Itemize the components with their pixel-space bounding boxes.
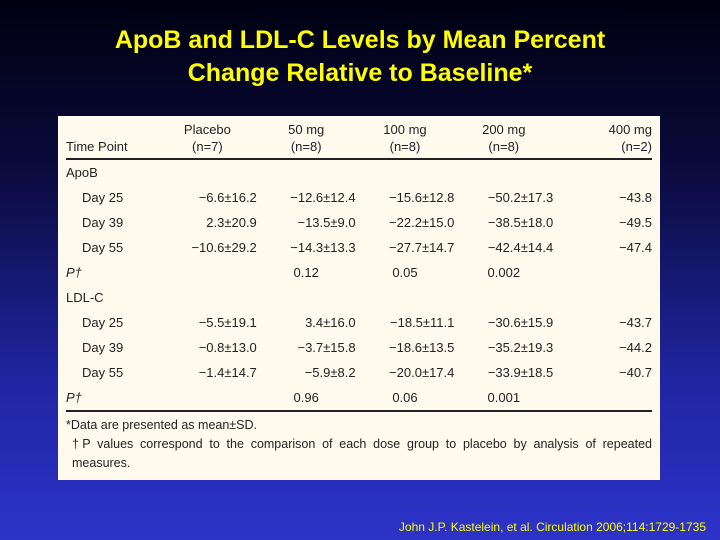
pvalue-cell: 0.002 <box>487 265 521 280</box>
table-cell: −49.5 <box>619 215 652 230</box>
footnote-p-values: †P values correspond to the comparison o… <box>72 437 652 470</box>
table-cell: −0.8±13.0 <box>198 340 257 355</box>
row-label: Day 39 <box>82 340 124 355</box>
slide-title-line2: Change Relative to Baseline* <box>187 59 533 87</box>
pvalue-cell: 0.96 <box>293 390 319 405</box>
header-cell: (n=8) <box>389 139 421 154</box>
header-cell: (n=8) <box>290 139 322 154</box>
header-cell: 400 mg <box>608 122 652 137</box>
header-cell <box>66 120 158 138</box>
header-cell: (n=7) <box>192 139 223 154</box>
results-table-card: Placebo 50 mg 100 mg 200 mg 400 mg Time … <box>58 116 660 480</box>
section-row-ldlc: LDL-C <box>66 285 652 310</box>
section-label: ApoB <box>66 165 98 180</box>
row-label: Day 25 <box>82 190 124 205</box>
header-row-2: Time Point (n=7) (n=8) (n=8) (n=8) (n=2) <box>66 138 652 159</box>
table-cell: −18.6±13.5 <box>389 340 455 355</box>
header-row-1: Placebo 50 mg 100 mg 200 mg 400 mg <box>66 120 652 138</box>
table-cell: −6.6±16.2 <box>198 190 257 205</box>
table-cell: −18.5±11.1 <box>390 315 455 330</box>
table-cell: −5.5±19.1 <box>198 315 257 330</box>
row-label: Day 55 <box>82 240 124 255</box>
pvalue-label: P† <box>66 390 82 405</box>
table-cell: −12.6±12.4 <box>290 190 356 205</box>
slide-title: ApoB and LDL-C Levels by Mean Percent Ch… <box>0 24 720 90</box>
table-footnotes: *Data are presented as mean±SD. †P value… <box>66 416 652 473</box>
header-cell: Time Point <box>66 139 128 154</box>
row-label: Day 39 <box>82 215 124 230</box>
table-cell: −27.7±14.7 <box>389 240 455 255</box>
pvalue-cell: 0.06 <box>392 390 418 405</box>
table-cell: −20.0±17.4 <box>389 365 455 380</box>
table-cell: −15.6±12.8 <box>389 190 455 205</box>
header-cell: 200 mg <box>482 122 526 137</box>
row-label: Day 55 <box>82 365 124 380</box>
table-cell: −43.7 <box>619 315 652 330</box>
pvalue-cell <box>553 260 652 285</box>
citation: John J.P. Kastelein, et al. Circulation … <box>398 520 706 534</box>
table-cell: −50.2±17.3 <box>487 190 554 205</box>
table-cell: −43.8 <box>619 190 652 205</box>
table-cell: −42.4±14.4 <box>487 240 554 255</box>
section-row-apob: ApoB <box>66 159 652 185</box>
table-cell: −22.2±15.0 <box>389 215 455 230</box>
pvalue-label: P† <box>66 265 82 280</box>
table-cell: −38.5±18.0 <box>487 215 554 230</box>
table-cell: −40.7 <box>619 365 652 380</box>
table-cell: −33.9±18.5 <box>487 365 554 380</box>
results-table: Placebo 50 mg 100 mg 200 mg 400 mg Time … <box>66 120 652 412</box>
table-cell: 3.4±16.0 <box>305 315 356 330</box>
pvalue-cell <box>553 385 652 411</box>
header-cell: Placebo <box>183 122 231 137</box>
table-cell: −3.7±15.8 <box>297 340 356 355</box>
table-cell: −47.4 <box>619 240 652 255</box>
table-cell: −35.2±19.3 <box>487 340 554 355</box>
slide-title-line1: ApoB and LDL-C Levels by Mean Percent <box>114 26 606 54</box>
table-cell: −44.2 <box>619 340 652 355</box>
table-cell: −1.4±14.7 <box>198 365 257 380</box>
table-cell: −30.6±15.9 <box>487 315 554 330</box>
pvalue-cell: 0.001 <box>487 390 521 405</box>
table-cell: −10.6±29.2 <box>191 240 257 255</box>
table-row: Day 25 −5.5±19.1 3.4±16.0 −18.5±11.1 −30… <box>66 310 652 335</box>
pvalue-row-apob: P† 0.12 0.05 0.002 <box>66 260 652 285</box>
pvalue-cell: 0.12 <box>293 265 319 280</box>
header-cell: (n=2) <box>621 139 652 154</box>
table-cell: −13.5±9.0 <box>297 215 356 230</box>
pvalue-cell <box>158 260 257 285</box>
row-label: Day 25 <box>82 315 124 330</box>
table-row: Day 55 −1.4±14.7 −5.9±8.2 −20.0±17.4 −33… <box>66 360 652 385</box>
pvalue-cell: 0.05 <box>392 265 418 280</box>
table-cell: −5.9±8.2 <box>304 365 356 380</box>
header-cell: 100 mg <box>383 122 427 137</box>
header-cell: (n=8) <box>488 139 520 154</box>
header-cell: 50 mg <box>288 122 325 137</box>
table-row: Day 55 −10.6±29.2 −14.3±13.3 −27.7±14.7 … <box>66 235 652 260</box>
footnote-data-format: *Data are presented as mean±SD. <box>66 418 257 432</box>
section-label: LDL-C <box>66 290 104 305</box>
table-row: Day 39 2.3±20.9 −13.5±9.0 −22.2±15.0 −38… <box>66 210 652 235</box>
pvalue-row-ldlc: P† 0.96 0.06 0.001 <box>66 385 652 411</box>
table-row: Day 25 −6.6±16.2 −12.6±12.4 −15.6±12.8 −… <box>66 185 652 210</box>
pvalue-cell <box>158 385 257 411</box>
table-row: Day 39 −0.8±13.0 −3.7±15.8 −18.6±13.5 −3… <box>66 335 652 360</box>
table-cell: 2.3±20.9 <box>206 215 257 230</box>
table-cell: −14.3±13.3 <box>290 240 356 255</box>
